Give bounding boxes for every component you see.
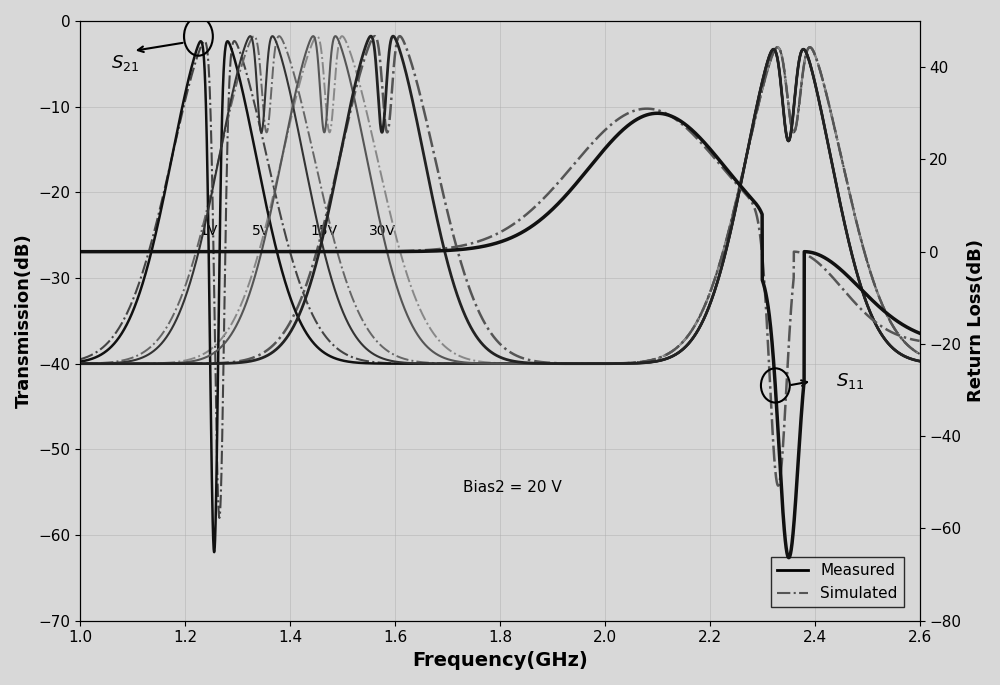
Legend: Measured, Simulated: Measured, Simulated xyxy=(771,557,904,607)
Text: 15V: 15V xyxy=(311,224,338,238)
Text: 1V: 1V xyxy=(200,224,218,238)
Text: 30V: 30V xyxy=(368,224,395,238)
Text: $S_{21}$: $S_{21}$ xyxy=(111,53,139,73)
X-axis label: Frequency(GHz): Frequency(GHz) xyxy=(412,651,588,670)
Text: $S_{11}$: $S_{11}$ xyxy=(836,371,864,391)
Text: Bias2 = 20 V: Bias2 = 20 V xyxy=(463,480,562,495)
Y-axis label: Transmission(dB): Transmission(dB) xyxy=(15,234,33,408)
Y-axis label: Return Loss(dB): Return Loss(dB) xyxy=(967,239,985,402)
Text: 5V: 5V xyxy=(252,224,270,238)
